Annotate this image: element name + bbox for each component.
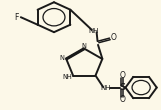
Text: S: S xyxy=(119,83,125,92)
Text: O: O xyxy=(110,33,116,42)
Text: NH: NH xyxy=(101,85,111,91)
Text: N: N xyxy=(59,55,64,61)
Text: N: N xyxy=(82,43,87,49)
Text: O: O xyxy=(119,95,125,104)
Text: NH: NH xyxy=(89,28,99,34)
Text: F: F xyxy=(14,13,18,22)
Text: O: O xyxy=(119,72,125,80)
Text: NH: NH xyxy=(63,74,73,80)
